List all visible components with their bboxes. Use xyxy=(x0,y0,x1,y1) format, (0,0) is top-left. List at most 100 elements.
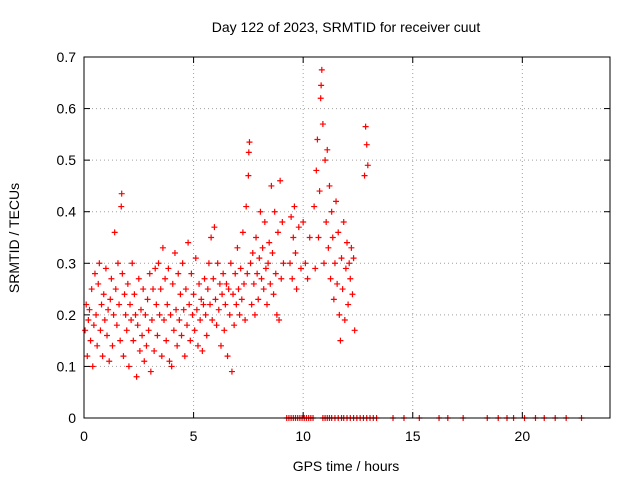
data-point xyxy=(170,327,177,334)
data-point xyxy=(276,317,283,324)
data-point xyxy=(316,188,323,195)
data-point xyxy=(141,358,148,365)
data-point xyxy=(140,286,147,293)
data-point xyxy=(349,291,356,298)
data-point xyxy=(246,139,253,146)
data-point xyxy=(272,270,279,277)
data-point xyxy=(162,275,169,282)
data-point xyxy=(326,182,333,189)
data-point xyxy=(158,353,165,360)
data-point xyxy=(340,219,347,226)
data-point xyxy=(108,275,115,282)
data-point xyxy=(228,368,235,375)
data-point xyxy=(255,296,262,303)
data-point xyxy=(344,239,350,246)
data-point xyxy=(189,311,196,318)
data-point xyxy=(256,255,263,262)
data-point xyxy=(342,265,349,272)
y-tick-label: 0 xyxy=(68,410,76,426)
data-point xyxy=(124,280,131,287)
data-point xyxy=(144,296,151,303)
data-point xyxy=(85,317,92,324)
data-point xyxy=(338,255,345,262)
y-tick-label: 0.1 xyxy=(57,358,77,374)
data-point xyxy=(288,213,295,220)
data-point xyxy=(224,353,231,360)
data-point xyxy=(230,291,237,298)
data-point xyxy=(109,342,116,349)
y-tick-label: 0.7 xyxy=(57,49,77,65)
data-point xyxy=(116,301,123,308)
data-point xyxy=(330,296,337,303)
data-point xyxy=(334,280,341,287)
axis-ticks: 0 0.1 0.2 0.3 0.4 0.5 0.6 0.7 0 5 10 15 20 xyxy=(57,49,610,444)
x-tick-label: 10 xyxy=(295,428,311,444)
data-point xyxy=(347,275,354,282)
data-point xyxy=(234,244,241,251)
data-point xyxy=(231,322,238,329)
data-point xyxy=(175,270,182,277)
data-point xyxy=(233,301,240,308)
data-point xyxy=(205,260,212,267)
data-point xyxy=(202,311,209,318)
data-point xyxy=(223,280,230,287)
data-point xyxy=(322,157,329,164)
data-point xyxy=(173,306,180,313)
data-point xyxy=(188,270,195,277)
data-point xyxy=(242,317,249,324)
data-point xyxy=(137,306,144,313)
data-point xyxy=(114,260,121,267)
data-point xyxy=(323,219,330,226)
data-point xyxy=(313,167,320,174)
data-point xyxy=(304,275,311,282)
data-point xyxy=(300,219,307,226)
data-point xyxy=(135,275,142,282)
data-point xyxy=(254,270,261,277)
data-point xyxy=(297,265,304,272)
data-point xyxy=(201,275,208,282)
data-point xyxy=(220,270,227,277)
data-point xyxy=(111,229,118,236)
data-point xyxy=(345,301,352,308)
data-point xyxy=(97,327,104,334)
data-point xyxy=(94,342,101,349)
data-point xyxy=(267,280,274,287)
data-point xyxy=(324,146,331,153)
data-point xyxy=(125,363,132,370)
y-tick-label: 0.6 xyxy=(57,101,77,117)
data-point xyxy=(333,198,340,205)
data-point xyxy=(290,234,297,241)
data-point xyxy=(351,327,358,334)
y-axis-label: SRMTID / TECUs xyxy=(6,183,22,293)
data-point xyxy=(169,280,176,287)
data-point xyxy=(293,286,300,293)
data-point xyxy=(122,311,129,318)
data-point xyxy=(219,291,226,298)
data-point xyxy=(142,311,149,318)
data-point xyxy=(130,337,137,344)
data-point xyxy=(176,317,183,324)
data-point xyxy=(178,332,185,339)
data-point xyxy=(84,353,91,360)
data-point xyxy=(167,311,174,318)
data-point xyxy=(112,286,119,293)
data-point xyxy=(279,219,286,226)
data-point xyxy=(258,275,265,282)
data-point xyxy=(120,353,127,360)
data-point xyxy=(248,301,255,308)
data-points xyxy=(82,66,585,421)
data-point xyxy=(361,172,368,179)
data-point xyxy=(318,82,325,89)
data-point xyxy=(194,342,201,349)
data-point xyxy=(259,244,266,251)
data-point xyxy=(150,286,157,293)
data-point xyxy=(250,280,257,287)
data-point xyxy=(327,275,334,282)
data-point xyxy=(180,306,187,313)
x-tick-label: 0 xyxy=(80,428,88,444)
data-point xyxy=(204,286,211,293)
data-point xyxy=(164,301,171,308)
data-point xyxy=(213,322,220,329)
data-point xyxy=(306,234,313,241)
data-point xyxy=(192,255,199,262)
